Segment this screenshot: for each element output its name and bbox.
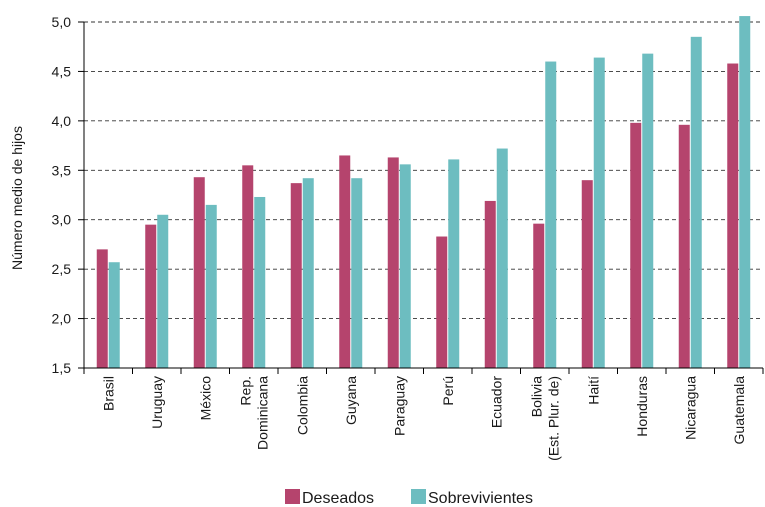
y-tick-label: 2,5 [52,261,72,277]
y-tick-label: 4,5 [52,63,72,79]
bars [96,16,751,369]
bar-deseados [290,183,302,368]
y-tick-label: 1,5 [52,360,72,376]
legend: Deseados Sobrevivientes [285,489,533,507]
legend-label-sobrevivientes: Sobrevivientes [428,490,533,507]
bar-deseados [436,236,448,368]
bar-deseados [678,124,690,368]
bar-sobrevivientes [302,178,314,368]
x-axis-ticks: Brasil Uruguay México Rep. Dominicana Colombi… [83,368,764,461]
bar-deseados [484,200,496,368]
x-tick-label: México [197,376,213,421]
bar-sobrevivientes [496,148,508,368]
y-tick-label: 5,0 [52,14,72,30]
bar-sobrevivientes [739,16,751,368]
legend-swatch-deseados [285,489,300,504]
bar-sobrevivientes [448,159,460,368]
y-tick-label: 4,0 [52,113,72,129]
bar-sobrevivientes [108,262,120,368]
y-tick-label: 3,5 [52,162,72,178]
y-axis-title: Número medio de hijos [9,126,25,270]
x-tick-label: Perú [440,376,456,406]
gridlines [84,21,763,320]
y-tick-label: 3,0 [52,212,72,228]
x-tick-label: Guyana [343,376,359,425]
bar-deseados [387,157,399,368]
bar-sobrevivientes [351,178,363,368]
bar-sobrevivientes [593,57,605,369]
bar-sobrevivientes [545,61,557,369]
legend-label-deseados: Deseados [302,490,374,507]
bar-sobrevivientes [399,164,411,368]
bar-sobrevivientes [642,53,654,369]
bar-deseados [339,155,351,368]
bar-sobrevivientes [690,36,702,368]
bar-deseados [242,165,254,368]
bar-deseados [96,249,108,368]
y-axis-ticks: 5,0 4,5 4,0 3,5 3,0 2,5 2,0 1,5 [52,14,84,376]
x-tick-label: Nicaragua [682,376,698,440]
bar-deseados [581,180,593,368]
bar-deseados [727,63,739,369]
x-tick-label: Honduras [634,376,650,437]
y-tick-label: 2,0 [52,311,72,327]
x-tick-label: Ecuador [488,376,504,428]
bar-deseados [630,122,642,368]
bar-sobrevivientes [254,196,266,368]
x-tick-label: Paraguay [391,376,407,436]
x-tick-label: Haití [585,376,601,405]
x-tick-label: Guatemala [731,376,747,445]
bar-sobrevivientes [157,214,169,368]
bar-deseados [145,224,157,368]
bar-sobrevivientes [205,204,217,368]
x-tick-label: Brasil [100,376,116,411]
x-tick-label: Dominicana [254,376,270,450]
x-tick-label: Bolivia [528,376,544,417]
x-tick-label: Colombia [294,376,310,435]
x-tick-label: Uruguay [149,376,165,429]
legend-swatch-sobrevivientes [411,489,426,504]
bar-deseados [193,177,205,368]
x-tick-label: (Est. Plur. de) [545,376,561,461]
bar-deseados [533,223,545,368]
x-tick-label: Rep. [237,376,253,406]
axes [83,22,763,369]
